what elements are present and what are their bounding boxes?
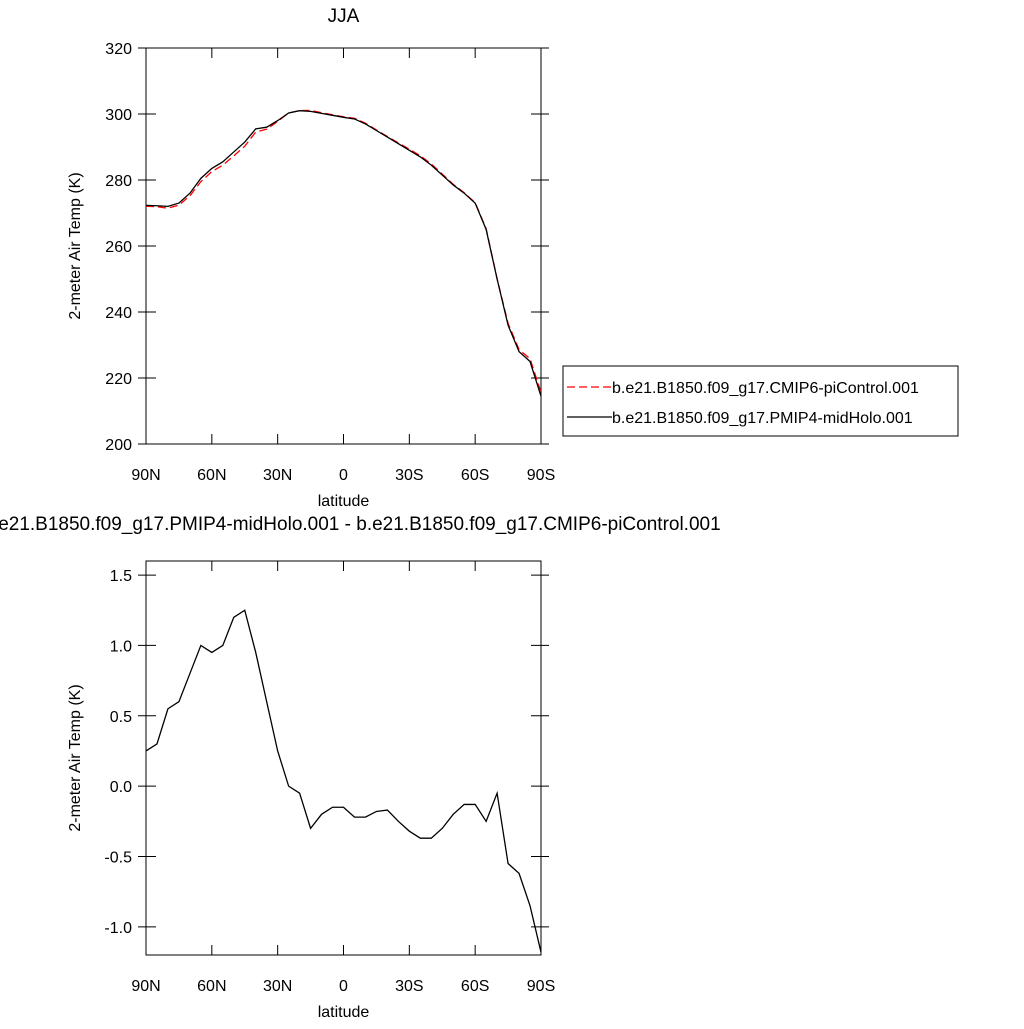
x-tick-label: 60N — [197, 978, 226, 995]
x-tick-label: 60S — [461, 467, 489, 484]
legend-label: b.e21.B1850.f09_g17.CMIP6-piControl.001 — [612, 380, 919, 397]
plot-frame — [145, 47, 542, 445]
legend-label: b.e21.B1850.f09_g17.PMIP4-midHolo.001 — [612, 410, 913, 427]
y-tick-label: -1.0 — [104, 920, 132, 937]
y-axis-label: 2-meter Air Temp (K) — [67, 172, 84, 319]
y-tick-label: 0.5 — [110, 709, 132, 726]
y-tick-label: 1.0 — [110, 638, 132, 655]
legend: b.e21.B1850.f09_g17.CMIP6-piControl.001b… — [562, 365, 959, 437]
x-tick-label: 90N — [131, 467, 160, 484]
y-tick-label: 200 — [105, 437, 132, 454]
x-tick-label: 90S — [527, 978, 555, 995]
chart-title: b.e21.B1850.f09_g17.PMIP4-midHolo.001 - … — [0, 514, 721, 535]
y-tick-label: 220 — [105, 371, 132, 388]
series-line — [145, 609, 542, 953]
y-tick-label: -0.5 — [104, 850, 132, 867]
y-axis-label: 2-meter Air Temp (K) — [67, 684, 84, 831]
y-tick-label: 300 — [105, 107, 132, 124]
x-tick-label: 30N — [263, 978, 292, 995]
series-line — [145, 109, 542, 393]
x-tick-label: 90S — [527, 467, 555, 484]
x-tick-label: 30N — [263, 467, 292, 484]
plot-frame — [145, 560, 542, 956]
x-tick-label: 0 — [339, 978, 348, 995]
chart-title: JJA — [328, 6, 360, 27]
x-tick-label: 60N — [197, 467, 226, 484]
x-tick-label: 90N — [131, 978, 160, 995]
y-tick-label: 240 — [105, 305, 132, 322]
y-tick-label: 280 — [105, 173, 132, 190]
series-line — [145, 110, 542, 397]
y-tick-label: 260 — [105, 239, 132, 256]
y-tick-label: 320 — [105, 41, 132, 58]
legend-box — [562, 365, 959, 437]
y-tick-label: 0.0 — [110, 779, 132, 796]
y-tick-label: 1.5 — [110, 568, 132, 585]
x-tick-label: 0 — [339, 467, 348, 484]
x-axis-label: latitude — [318, 1004, 370, 1021]
x-tick-label: 60S — [461, 978, 489, 995]
x-axis-label: latitude — [318, 493, 370, 510]
x-tick-label: 30S — [395, 467, 423, 484]
x-tick-label: 30S — [395, 978, 423, 995]
